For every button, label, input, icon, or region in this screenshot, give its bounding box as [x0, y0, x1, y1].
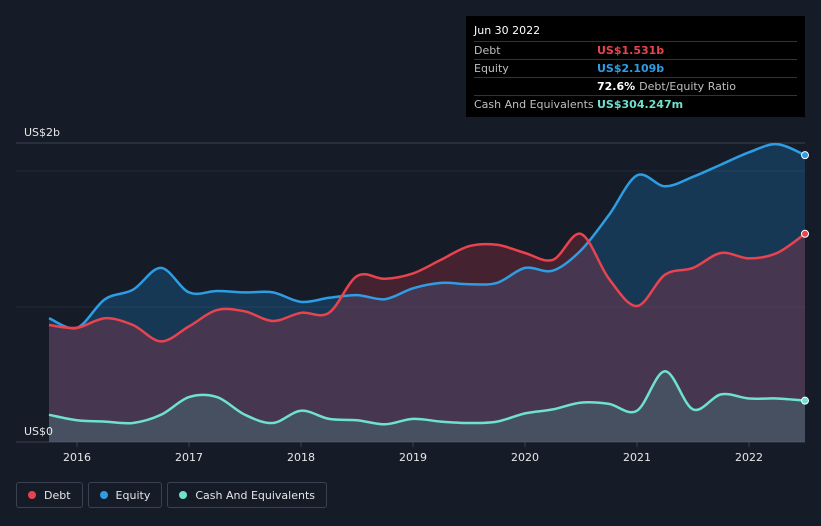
x-tick-label: 2021 — [623, 451, 651, 464]
x-tick-label: 2017 — [175, 451, 203, 464]
tooltip-ratio-value: 72.6% — [597, 80, 636, 93]
cash-line — [48, 370, 806, 426]
cash-area — [49, 371, 805, 442]
x-tick-label: 2018 — [287, 451, 315, 464]
tooltip-date: Jun 30 2022 — [474, 24, 541, 37]
debt-dot-icon — [28, 491, 36, 499]
equity-dot-icon — [99, 491, 108, 499]
cash-dot-icon — [179, 491, 188, 499]
x-tick-label: 2020 — [511, 451, 539, 464]
tooltip-row-cash: Cash And Equivalents US$304.247m — [474, 95, 797, 113]
x-tick-label: 2019 — [399, 451, 427, 464]
debt-endpoint-marker — [801, 229, 809, 238]
debt-line — [48, 232, 806, 343]
debt-area — [49, 233, 805, 442]
y-tick-label-bottom: US$0 — [24, 425, 53, 438]
equity-endpoint-marker — [801, 151, 809, 160]
equity-area — [49, 144, 805, 442]
tooltip-cash-value: US$304.247m — [597, 98, 684, 111]
equity-line — [48, 142, 806, 330]
x-tick-label: 2016 — [63, 451, 91, 464]
legend-label-equity: Equity — [115, 488, 151, 502]
cash-endpoint-marker — [801, 396, 809, 405]
y-tick-label-top: US$2b — [24, 126, 60, 139]
tooltip-debt-label: Debt — [474, 44, 501, 57]
legend-item-debt[interactable]: Debt — [16, 482, 83, 508]
tooltip-equity-label: Equity — [474, 62, 509, 75]
tooltip-row-ratio: 72.6% Debt/Equity Ratio — [474, 77, 797, 95]
tooltip-cash-label: Cash And Equivalents — [474, 98, 594, 111]
tooltip-row-equity: Equity US$2.109b — [474, 59, 797, 77]
tooltip-ratio-label: Debt/Equity Ratio — [639, 80, 736, 93]
legend: Debt Equity Cash And Equivalents — [16, 482, 332, 508]
tooltip-row-debt: Debt US$1.531b — [474, 41, 797, 59]
legend-label-debt: Debt — [44, 488, 71, 502]
tooltip-debt-value: US$1.531b — [597, 44, 665, 57]
tooltip-equity-value: US$2.109b — [597, 62, 665, 75]
legend-item-equity[interactable]: Equity — [87, 482, 163, 508]
legend-label-cash: Cash And Equivalents — [195, 488, 315, 502]
tooltip-panel: Jun 30 2022 Debt US$1.531b Equity US$2.1… — [466, 16, 805, 117]
legend-item-cash[interactable]: Cash And Equivalents — [167, 482, 327, 508]
x-tick-label: 2022 — [735, 451, 763, 464]
